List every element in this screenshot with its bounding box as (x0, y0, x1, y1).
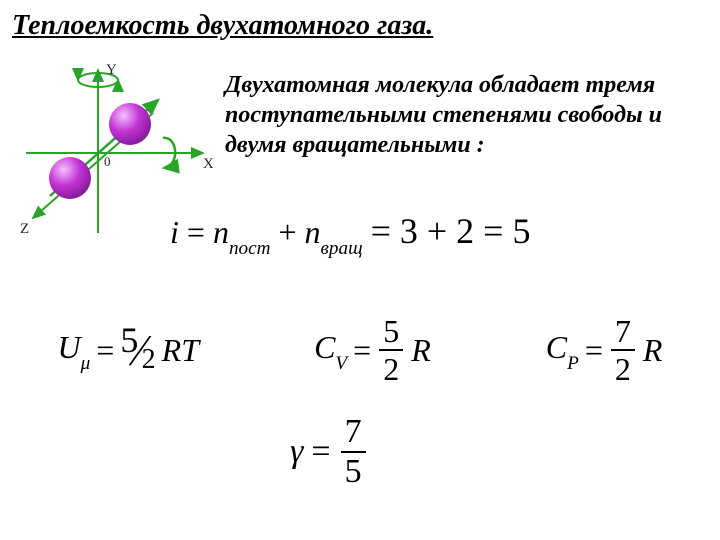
y-label: Y (106, 62, 117, 78)
frac-5-2-slash: 5 ⁄ 2 (120, 325, 155, 376)
var-U: U (58, 329, 81, 365)
tail-RT: RT (162, 332, 199, 369)
sub-vrash: вращ (321, 238, 363, 259)
frac-7-2: 7 2 (611, 315, 635, 385)
z-label: Z (20, 221, 29, 237)
equation-cv: CV = 5 2 R (314, 315, 431, 385)
gamma-den: 5 (341, 453, 366, 489)
atom-1 (49, 157, 91, 199)
atom-2 (109, 103, 151, 145)
gamma-num: 7 (341, 415, 366, 453)
var-Cp: C (546, 329, 567, 365)
num-5: 5 (120, 319, 138, 361)
cv-num: 5 (379, 315, 403, 351)
den-2: 2 (142, 344, 156, 376)
var-gamma: γ (290, 433, 303, 471)
sub-V: V (335, 353, 347, 374)
var-i: i (170, 214, 179, 250)
frac-5-2: 5 2 (379, 315, 403, 385)
equation-cp: CP = 7 2 R (546, 315, 663, 385)
cp-den: 2 (611, 351, 635, 385)
equation-internal-energy: Uμ = 5 ⁄ 2 RT (58, 325, 200, 376)
x-label: X (203, 156, 213, 172)
tail-R-cv: R (411, 332, 431, 369)
equation-row: Uμ = 5 ⁄ 2 RT CV = 5 2 R CP = 7 2 R (0, 315, 720, 385)
frac-7-5: 7 5 (341, 415, 366, 489)
sub-mu: μ (81, 353, 91, 374)
equation-gamma: γ = 7 5 (290, 415, 368, 489)
var-n2: n (305, 214, 321, 250)
description-paragraph: Двухатомная молекула обладает тремя пост… (225, 70, 705, 160)
page-title: Теплоемкость двухатомного газа. (12, 10, 433, 42)
tail-R-cp: R (643, 332, 663, 369)
var-n1: n (213, 214, 229, 250)
sub-post: пост (229, 238, 271, 259)
origin-label: 0 (104, 154, 111, 169)
rhs-numeric: 3 + 2 = 5 (400, 211, 531, 251)
equation-degrees-of-freedom: i = nпост + nвращ = 3 + 2 = 5 (170, 210, 530, 256)
cv-den: 2 (379, 351, 403, 385)
cp-num: 7 (611, 315, 635, 351)
sub-P: P (567, 353, 579, 374)
var-Cv: C (314, 329, 335, 365)
